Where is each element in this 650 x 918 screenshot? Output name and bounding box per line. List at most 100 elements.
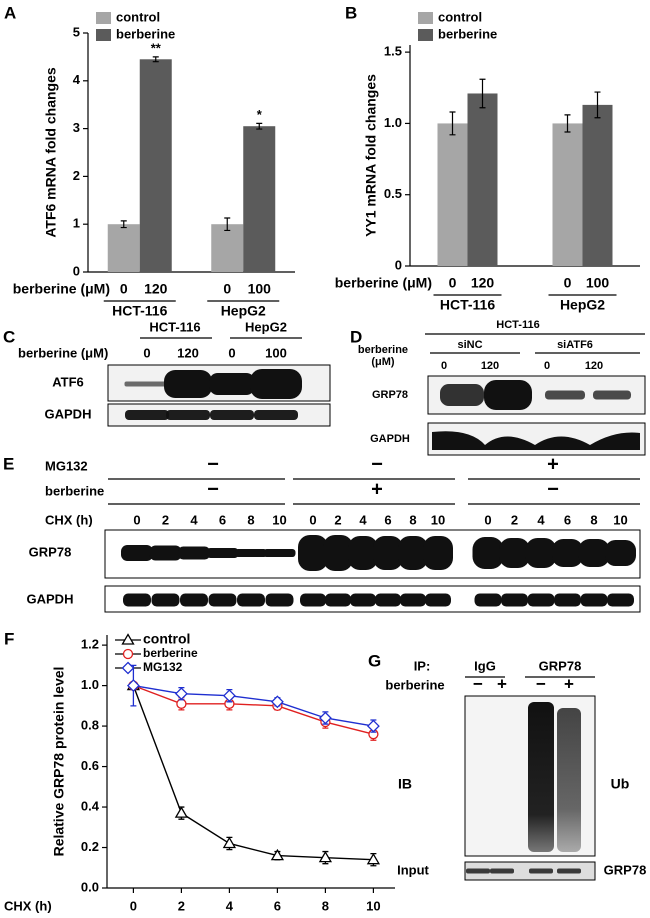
band (545, 390, 585, 400)
panel-label: D (350, 327, 362, 346)
group-label: siATF6 (557, 339, 593, 351)
group-label: HepG2 (245, 319, 287, 334)
bar (107, 224, 140, 272)
error-bar (224, 217, 231, 232)
dose-label: 120 (471, 275, 495, 291)
band (166, 410, 210, 420)
bar (139, 59, 172, 272)
band (348, 536, 378, 570)
series-line (132, 685, 374, 861)
y-axis-label: ATF6 mRNA fold changes (43, 67, 59, 238)
y-axis-label: Relative GRP78 protein level (51, 667, 67, 857)
time-tick: 0 (484, 512, 491, 527)
panel-label: E (3, 454, 14, 473)
treatment-label: berberine (358, 344, 408, 356)
y-tick-label: 0 (73, 263, 80, 278)
sign: + (564, 674, 574, 693)
point (366, 719, 380, 733)
row-label: ATF6 (52, 374, 84, 389)
sign: − (473, 674, 483, 693)
band (605, 540, 636, 566)
y-tick-label: 4 (73, 72, 81, 87)
band (373, 536, 403, 570)
panel-label: B (345, 3, 357, 22)
band (121, 545, 153, 561)
band (557, 868, 581, 874)
bar (582, 104, 613, 266)
band (323, 535, 353, 571)
band (554, 593, 581, 607)
dose-label: 0 (564, 275, 572, 291)
band (425, 593, 451, 607)
band (490, 868, 514, 874)
band (210, 410, 254, 420)
error-bar (479, 78, 486, 109)
band (254, 410, 298, 420)
legend-label: berberine (116, 26, 175, 41)
time-tick: 10 (272, 512, 286, 527)
group-label: IgG (474, 658, 496, 673)
bar (437, 123, 468, 266)
treatment-label: berberine (μM) (18, 345, 108, 360)
dose-label: 0 (143, 345, 150, 360)
dose-label: 120 (585, 360, 603, 372)
error-bar (120, 220, 127, 229)
dose-label: 0 (544, 360, 550, 372)
band (250, 369, 302, 399)
smear (528, 702, 554, 852)
error-bar (449, 111, 456, 136)
time-label: CHX (h) (45, 512, 93, 527)
legend-swatch (96, 29, 111, 41)
sign: − (371, 453, 383, 475)
time-tick: 0 (309, 512, 316, 527)
bar (243, 126, 276, 273)
band (125, 410, 169, 420)
dose-label: 100 (248, 281, 272, 297)
dose-label: 120 (481, 360, 499, 372)
x-tick-label: 8 (322, 898, 329, 913)
bar (552, 123, 583, 266)
band (466, 868, 490, 874)
time-tick: 10 (613, 512, 627, 527)
point (174, 687, 188, 701)
group-label: siNC (457, 339, 482, 351)
band (151, 593, 180, 607)
sign: + (497, 674, 507, 693)
band (400, 593, 426, 607)
point (318, 850, 333, 863)
time-tick: 10 (431, 512, 445, 527)
row-label: GRP78 (372, 389, 408, 401)
input-target: GRP78 (604, 862, 647, 877)
x-tick-label: HepG2 (221, 303, 266, 319)
band (527, 593, 555, 607)
band (607, 593, 634, 607)
y-tick-label: 0.2 (81, 839, 99, 854)
point (121, 633, 135, 645)
legend-swatch (418, 12, 433, 24)
series-line (133, 684, 374, 735)
band (472, 537, 504, 569)
point (126, 679, 140, 693)
panel-label: F (4, 629, 14, 648)
y-tick-label: 2 (73, 168, 80, 183)
condition-label: berberine (45, 483, 104, 498)
band (529, 868, 553, 874)
y-tick-label: 5 (73, 24, 80, 39)
sign: + (371, 478, 383, 500)
y-tick-label: 3 (73, 120, 80, 135)
dose-label: 0 (228, 345, 235, 360)
group-label: HCT-116 (149, 319, 200, 334)
point (222, 689, 236, 703)
time-tick: 4 (190, 512, 198, 527)
y-tick-label: 0.0 (81, 879, 99, 894)
y-tick-label: 1.2 (81, 637, 99, 652)
band (300, 593, 326, 607)
band (180, 593, 208, 607)
point (270, 695, 284, 709)
band (580, 593, 608, 607)
error-bar (564, 114, 571, 133)
y-tick-label: 0.8 (81, 718, 99, 733)
sign: + (547, 453, 559, 475)
band (263, 549, 296, 557)
dose-label: 0 (449, 275, 457, 291)
